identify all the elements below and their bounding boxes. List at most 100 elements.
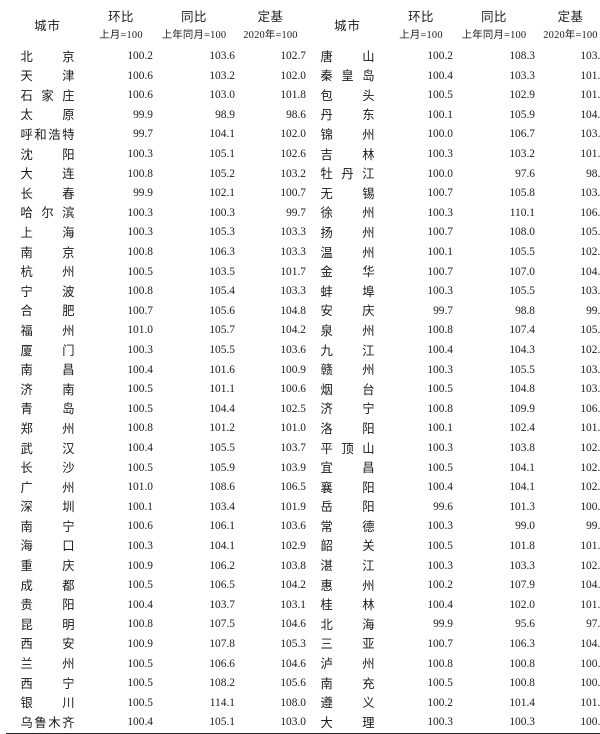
city-name-left: 南宁 [20,519,75,534]
value-tongbi-left: 103.7 [209,598,235,611]
city-name-right: 赣州 [320,363,375,378]
city-name-right: 温州 [320,245,375,260]
value-dingji-right: 100.0 [580,657,600,670]
city-name-left: 福州 [20,323,75,338]
value-tongbi-left: 105.1 [209,716,235,729]
value-dingji-left: 103.3 [280,226,306,239]
table-row: 重庆 100.9 106.2 103.8 湛江 100.3 103.3 102.5 [6,556,600,576]
table-row: 广州 101.0 108.6 106.5 襄阳 100.4 104.1 102.9 [6,478,600,498]
value-huanbi-right: 100.5 [427,539,453,552]
value-huanbi-right: 100.8 [427,402,453,415]
value-dingji-right: 102.9 [580,481,600,494]
city-name-left: 贵阳 [20,598,75,613]
price-index-table-sheet: 城市 环比 同比 定基 城市 环比 同比 定基 上月=100 上年同月=100 … [6,7,600,734]
city-name-right: 遵义 [320,696,375,711]
value-tongbi-left: 106.3 [209,246,235,259]
value-dingji-right: 101.3 [580,69,600,82]
header-base-huanbi-left: 上月=100 [99,30,143,42]
city-name-left: 沈阳 [20,147,75,162]
city-name-right: 韶关 [320,539,375,554]
value-dingji-right: 101.3 [580,696,600,709]
value-tongbi-right: 103.3 [509,559,535,572]
value-tongbi-right: 101.8 [509,539,535,552]
value-dingji-right: 97.0 [586,618,600,631]
value-huanbi-right: 100.0 [427,128,453,141]
value-dingji-left: 101.7 [280,265,306,278]
table-row: 济南 100.5 101.1 100.6 烟台 100.5 104.8 103.0 [6,380,600,400]
value-dingji-left: 102.0 [280,69,306,82]
value-tongbi-right: 105.9 [509,108,535,121]
value-huanbi-left: 100.5 [127,657,153,670]
value-tongbi-right: 104.1 [509,481,535,494]
table-row: 南京 100.8 106.3 103.3 温州 100.1 105.5 102.5 [6,243,600,263]
value-huanbi-right: 99.6 [433,500,453,513]
value-huanbi-left: 100.4 [127,363,153,376]
value-tongbi-right: 102.9 [509,89,535,102]
value-tongbi-right: 98.8 [515,304,535,317]
city-name-left: 昆明 [20,617,75,632]
city-name-left: 上海 [20,225,75,240]
table-row: 太原 99.9 98.9 98.6 丹东 100.1 105.9 104.1 [6,106,600,126]
value-tongbi-right: 104.1 [509,461,535,474]
value-huanbi-left: 100.5 [127,383,153,396]
city-name-right: 湛江 [320,559,375,574]
city-name-left: 杭州 [20,265,75,280]
value-dingji-right: 101.7 [580,148,600,161]
value-dingji-right: 100.1 [580,677,600,690]
value-dingji-left: 103.1 [280,598,306,611]
value-dingji-right: 103.8 [580,128,600,141]
city-name-right: 襄阳 [320,480,375,495]
city-name-right: 桂林 [320,598,375,613]
city-name-left: 重庆 [20,559,75,574]
value-tongbi-right: 102.4 [509,422,535,435]
value-huanbi-left: 100.5 [127,461,153,474]
value-tongbi-right: 104.8 [509,383,535,396]
city-name-left: 长春 [20,186,75,201]
city-name-left: 西宁 [20,676,75,691]
table-row: 大连 100.8 105.2 103.2 牡丹江 100.0 97.6 98.5 [6,165,600,185]
value-dingji-right: 105.1 [580,324,600,337]
value-huanbi-right: 100.7 [427,265,453,278]
value-dingji-left: 103.6 [280,520,306,533]
value-dingji-left: 103.9 [280,461,306,474]
value-huanbi-right: 100.7 [427,226,453,239]
table-header: 城市 环比 同比 定基 城市 环比 同比 定基 上月=100 上年同月=100 … [6,7,600,46]
value-huanbi-left: 100.5 [127,677,153,690]
value-tongbi-right: 101.3 [509,500,535,513]
table-row: 合肥 100.7 105.6 104.8 安庆 99.7 98.8 99.5 [6,302,600,322]
city-name-right: 常德 [320,519,375,534]
city-name-right: 大理 [320,715,375,730]
city-name-right: 无锡 [320,186,375,201]
value-tongbi-right: 101.4 [509,696,535,709]
city-name-right: 扬州 [320,225,375,240]
value-dingji-left: 103.3 [280,246,306,259]
value-huanbi-right: 100.3 [427,716,453,729]
value-dingji-right: 103.7 [580,363,600,376]
city-name-left: 南京 [20,245,75,260]
city-name-left: 青岛 [20,402,75,417]
value-huanbi-left: 101.0 [127,324,153,337]
header-city-left: 城市 [34,19,61,34]
table-row: 深圳 100.1 103.4 101.9 岳阳 99.6 101.3 100.0 [6,498,600,518]
value-huanbi-left: 100.8 [127,167,153,180]
value-tongbi-left: 105.3 [209,226,235,239]
value-tongbi-left: 103.2 [209,69,235,82]
city-name-left: 宁波 [20,284,75,299]
value-tongbi-right: 107.0 [509,265,535,278]
table-row: 海口 100.3 104.1 102.9 韶关 100.5 101.8 101.6 [6,537,600,557]
city-name-right: 丹东 [320,108,375,123]
value-dingji-left: 103.6 [280,344,306,356]
value-dingji-left: 106.5 [280,481,306,494]
header-base-tongbi-right: 上年同月=100 [461,30,527,42]
table-body: 北京 100.2 103.6 102.7 唐山 100.2 108.3 103.9 天津 100.… [6,46,600,734]
header-group-huanbi-right: 环比 [408,9,434,24]
value-huanbi-right: 100.1 [427,108,453,121]
value-tongbi-right: 107.9 [509,579,535,592]
city-name-right: 岳阳 [320,500,375,515]
value-tongbi-left: 106.5 [209,579,235,592]
table-row: 宁波 100.8 105.4 103.3 蚌埠 100.3 105.5 103.5 [6,282,600,302]
table-row: 上海 100.3 105.3 103.3 扬州 100.7 108.0 105.6 [6,223,600,243]
city-name-left: 乌鲁木齐 [20,715,75,730]
table-row: 福州 101.0 105.7 104.2 泉州 100.8 107.4 105.1 [6,321,600,341]
table-row: 兰州 100.5 106.6 104.6 泸州 100.8 100.8 100.0 [6,654,600,674]
